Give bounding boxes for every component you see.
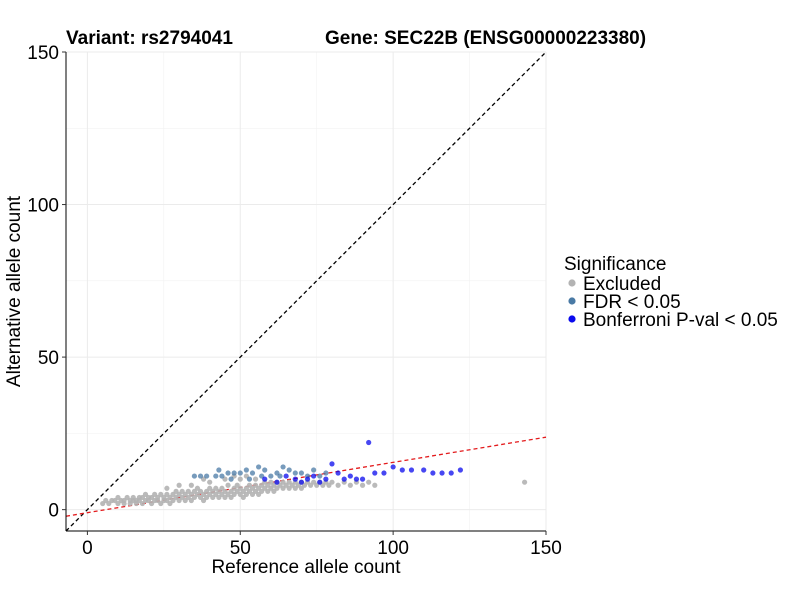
data-point	[372, 470, 378, 476]
data-point	[197, 473, 204, 479]
data-point	[225, 482, 231, 488]
axes: 0 50 100 150 0 50 100 150	[27, 43, 562, 559]
data-points	[100, 439, 528, 507]
data-point	[298, 479, 305, 485]
data-point	[457, 467, 463, 473]
y-axis-title: Alternative allele count	[4, 195, 25, 387]
data-point	[262, 467, 268, 473]
reference-lines	[65, 51, 547, 532]
data-point	[359, 482, 366, 488]
data-point	[335, 470, 341, 476]
data-point	[252, 476, 259, 482]
legend-title: Significance	[564, 254, 666, 275]
data-point	[366, 439, 372, 446]
y-tick-label: 50	[38, 348, 59, 369]
data-point	[347, 482, 353, 488]
data-point	[329, 461, 335, 467]
data-point	[399, 467, 405, 473]
plot-area: 0 50 100 150 0 50 100 150	[27, 43, 562, 559]
data-point	[421, 467, 427, 473]
data-point	[292, 476, 298, 482]
x-tick-label: 50	[230, 538, 251, 559]
reference-line-identity	[65, 51, 547, 532]
data-point	[335, 482, 341, 488]
legend-label: FDR < 0.05	[583, 292, 681, 313]
y-tick-label: 100	[27, 196, 59, 217]
data-point	[329, 479, 335, 485]
data-point	[521, 479, 528, 485]
data-point	[213, 473, 219, 479]
data-point	[204, 473, 210, 479]
data-point	[372, 482, 378, 488]
data-point	[448, 470, 454, 476]
data-point	[121, 500, 127, 507]
series-fdr	[191, 464, 329, 482]
chart-title-variant: Variant: rs2794041	[66, 28, 233, 49]
legend-label: Excluded	[583, 274, 661, 295]
data-point	[323, 470, 329, 476]
legend-key	[568, 279, 576, 287]
data-point	[274, 479, 280, 485]
grid	[66, 51, 547, 531]
data-point	[347, 473, 353, 479]
data-point	[188, 482, 194, 488]
data-point	[381, 470, 387, 476]
data-point	[298, 470, 305, 476]
x-axis-title: Reference allele count	[211, 557, 401, 578]
legend-key	[568, 315, 576, 323]
data-point	[359, 476, 366, 482]
data-point	[246, 476, 253, 482]
legend-label: Bonferroni P-val < 0.05	[583, 310, 778, 331]
data-point	[164, 485, 170, 491]
data-point	[219, 473, 225, 479]
data-point	[323, 476, 329, 482]
data-point	[243, 467, 249, 473]
x-tick-label: 150	[530, 538, 562, 559]
data-point	[292, 470, 298, 476]
data-point	[249, 470, 256, 476]
data-point	[237, 470, 243, 476]
series-bonferroni	[262, 439, 463, 485]
data-point	[231, 470, 237, 476]
data-point	[207, 479, 213, 485]
data-point	[304, 476, 311, 482]
x-tick-label: 0	[82, 538, 93, 559]
data-point	[191, 473, 198, 479]
data-point	[311, 473, 317, 479]
data-point	[408, 467, 415, 473]
chart-title-gene: Gene: SEC22B (ENSG00000223380)	[325, 28, 646, 49]
y-tick-label: 150	[27, 43, 59, 64]
data-point	[366, 479, 372, 485]
y-tick-label: 0	[48, 501, 59, 522]
data-point	[277, 473, 283, 479]
data-point	[439, 470, 445, 476]
data-point	[317, 473, 323, 479]
data-point	[311, 467, 317, 473]
data-point	[268, 473, 274, 479]
data-point	[225, 470, 231, 476]
data-point	[283, 473, 289, 479]
data-point	[216, 467, 222, 473]
data-point	[286, 467, 292, 473]
data-point	[430, 470, 436, 476]
data-point	[176, 482, 182, 488]
data-point	[280, 464, 286, 470]
x-tick-label: 100	[377, 538, 409, 559]
data-point	[341, 476, 347, 482]
legend-key	[568, 297, 576, 305]
data-point	[353, 476, 360, 482]
data-point	[228, 476, 234, 482]
data-point	[390, 464, 396, 470]
data-point	[262, 476, 268, 482]
data-point	[237, 476, 243, 482]
data-point	[317, 479, 323, 485]
data-point	[256, 464, 262, 470]
